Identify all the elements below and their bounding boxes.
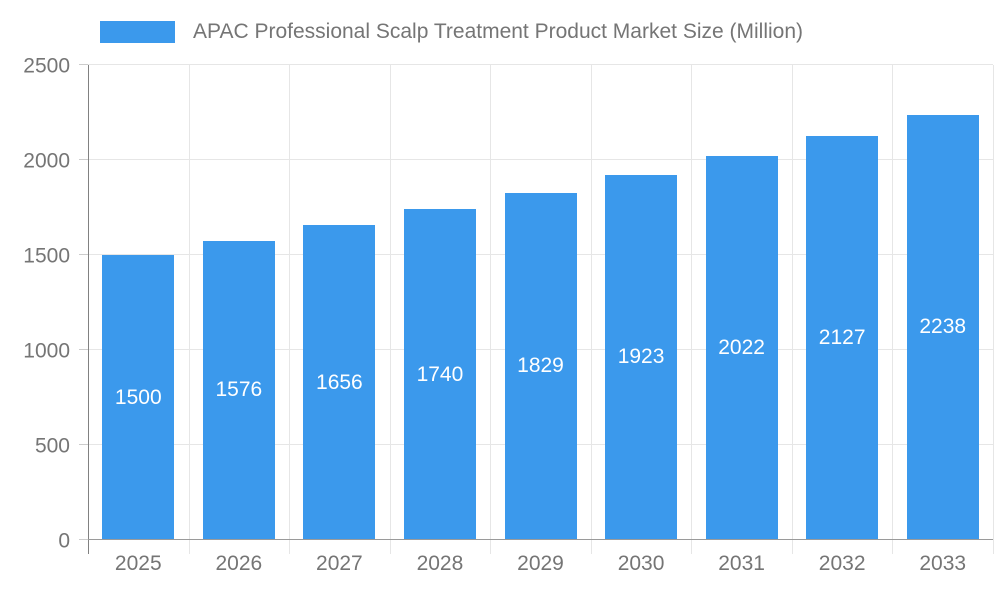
y-axis-line <box>88 65 89 554</box>
bar-2027: 1656 <box>303 225 376 540</box>
bar-2025: 1500 <box>102 255 175 540</box>
x-axis-label-2033: 2033 <box>919 552 967 575</box>
y-tick-2500 <box>79 64 88 65</box>
y-tick-1500 <box>79 254 88 255</box>
y-gridline-2000 <box>88 159 993 160</box>
y-axis-label-2000: 2000 <box>23 149 70 173</box>
bar-2029: 1829 <box>504 192 577 540</box>
x-axis-label-2032: 2032 <box>818 552 866 575</box>
bar-2033: 2238 <box>906 114 979 540</box>
bar-2030: 1923 <box>605 174 678 540</box>
bar-value-label-2033: 2238 <box>919 315 967 339</box>
y-tick-500 <box>79 444 88 445</box>
x-gridline <box>791 65 793 554</box>
x-gridline <box>289 65 291 554</box>
x-axis-label-2030: 2030 <box>617 552 665 575</box>
x-axis-label-2025: 2025 <box>114 552 162 575</box>
x-gridline <box>892 65 894 554</box>
x-axis-label-2029: 2029 <box>517 552 564 575</box>
bar-value-label-2030: 1923 <box>617 345 665 369</box>
y-tick-0 <box>79 539 88 540</box>
plot-area: 1500 1576 1656 1740 1829 1923 2022 2127 2238 <box>79 64 994 554</box>
x-axis-label-2027: 2027 <box>316 552 363 575</box>
y-gridline-2500 <box>88 64 993 65</box>
legend-swatch <box>100 21 175 43</box>
x-gridline <box>389 65 391 554</box>
bar-2031: 2022 <box>705 155 778 540</box>
bar-2032: 2127 <box>806 135 879 540</box>
x-axis-labels: 2025 2026 2027 2028 2029 2030 2031 2032 2033 <box>88 552 993 578</box>
bar-value-label-2027: 1656 <box>316 370 363 394</box>
x-axis-label-2026: 2026 <box>215 552 263 575</box>
bar-value-label-2032: 2127 <box>818 325 866 349</box>
y-axis-label-1000: 1000 <box>23 339 70 363</box>
bar-value-label-2025: 1500 <box>114 385 162 409</box>
x-gridline <box>188 65 190 554</box>
bar-value-label-2029: 1829 <box>517 354 564 378</box>
y-axis-labels: 0 500 1000 1500 2000 2500 <box>0 56 79 552</box>
x-gridline <box>691 65 693 554</box>
y-tick-2000 <box>79 159 88 160</box>
x-axis-label-2028: 2028 <box>416 552 464 575</box>
bar-2026: 1576 <box>202 240 275 540</box>
x-axis-label-2031: 2031 <box>718 552 765 575</box>
x-gridline <box>490 65 492 554</box>
y-axis-label-1500: 1500 <box>23 244 70 268</box>
bar-value-label-2031: 2022 <box>718 335 765 359</box>
x-gridline <box>993 65 994 554</box>
bar-2028: 1740 <box>403 209 476 540</box>
legend: APAC Professional Scalp Treatment Produc… <box>100 20 804 43</box>
y-axis-label-0: 0 <box>58 529 70 553</box>
x-gridline <box>590 65 592 554</box>
bar-value-label-2026: 1576 <box>215 378 263 402</box>
bar-value-label-2028: 1740 <box>416 362 464 386</box>
legend-label: APAC Professional Scalp Treatment Produc… <box>193 20 804 43</box>
y-axis-label-2500: 2500 <box>23 54 70 78</box>
y-tick-1000 <box>79 349 88 350</box>
x-axis-baseline <box>88 539 993 540</box>
y-axis-label-500: 500 <box>34 434 70 458</box>
